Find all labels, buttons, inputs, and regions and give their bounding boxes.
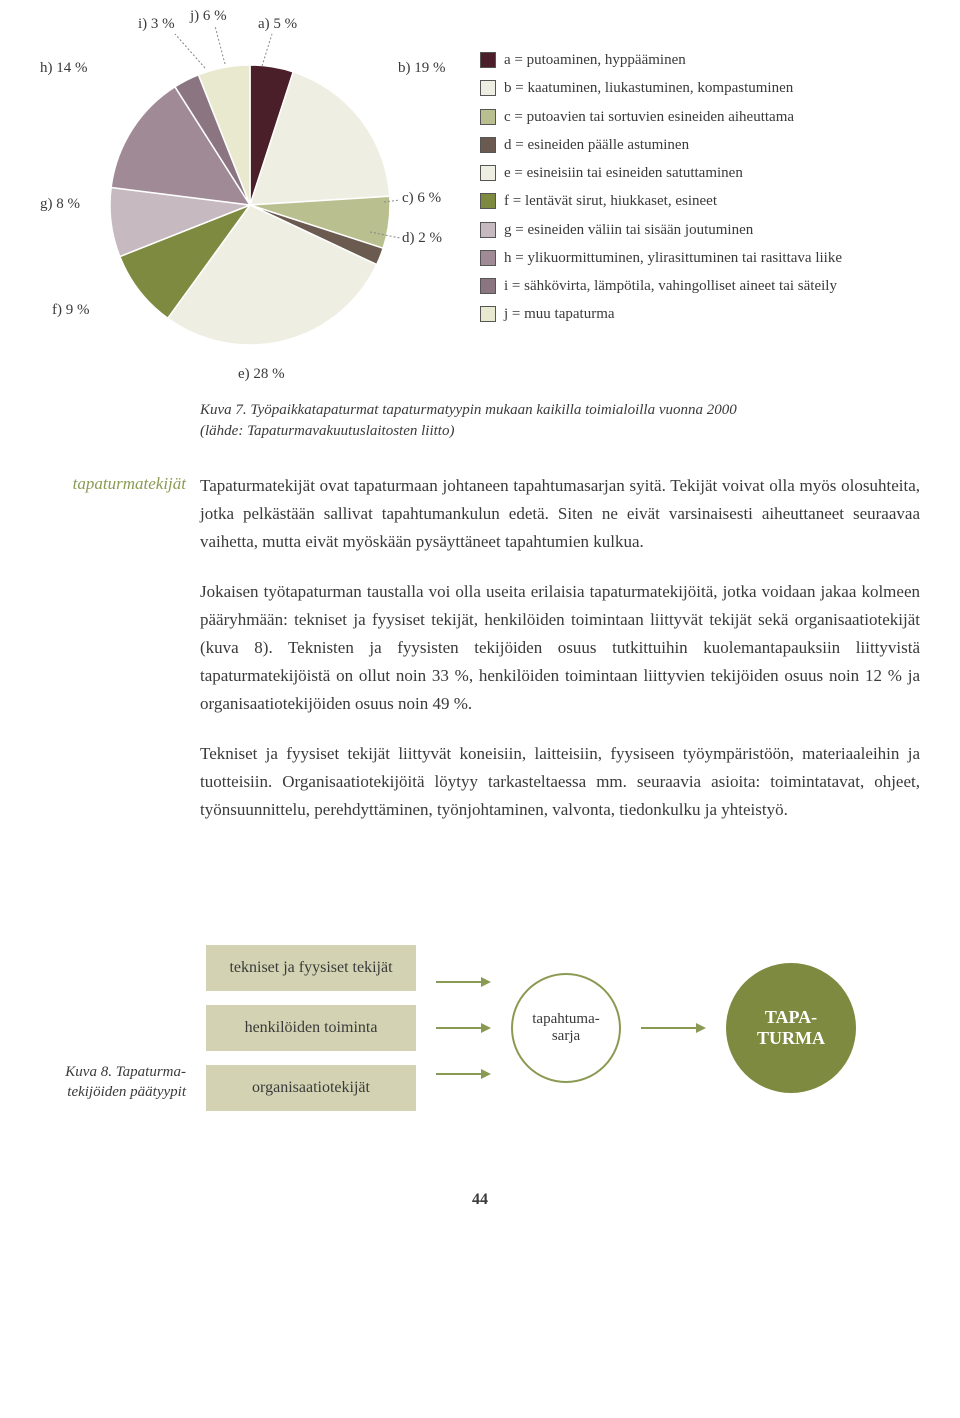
paragraph-3: Tekniset ja fyysiset tekijät liittyvät k… [200,740,920,824]
legend-text: h = ylikuormittuminen, ylirasittuminen t… [504,248,842,268]
legend-text: i = sähkövirta, lämpötila, vahingolliset… [504,276,837,296]
margin-label: tapaturmatekijät [40,472,186,556]
pie-leader [175,34,205,68]
pie-svg [40,20,460,390]
legend-row-3: d = esineiden päälle astuminen [480,135,920,155]
event-sequence-node: tapahtuma-sarja [511,973,621,1083]
legend-row-8: i = sähkövirta, lämpötila, vahingolliset… [480,276,920,296]
legend-swatch [480,137,496,153]
legend-row-6: g = esineiden väliin tai sisään joutumin… [480,220,920,240]
margin-spacer [40,740,186,824]
para-row-1: tapaturmatekijät Tapaturmatekijät ovat t… [40,472,920,556]
legend-row-7: h = ylikuormittuminen, ylirasittuminen t… [480,248,920,268]
pie-label-b: b) 19 % [398,60,446,77]
legend-swatch [480,193,496,209]
legend-swatch [480,109,496,125]
arrow-1 [436,975,491,989]
factor-boxes: tekniset ja fyysiset tekijät henkilöiden… [206,945,416,1111]
pie-label-g: g) 8 % [40,196,80,213]
para-row-2: Jokaisen työtapaturman taustalla voi oll… [40,578,920,718]
legend-row-0: a = putoaminen, hyppääminen [480,50,920,70]
paragraph-1: Tapaturmatekijät ovat tapaturmaan johtan… [200,472,920,556]
caption-line: Kuva 8. Tapaturma- [65,1064,186,1080]
caption-line: Kuva 7. Työpaikkatapaturmat tapaturmatyy… [200,402,737,418]
arrow-to-result [641,1021,706,1035]
legend-row-9: j = muu tapaturma [480,304,920,324]
figure-7-caption: Kuva 7. Työpaikkatapaturmat tapaturmatyy… [200,400,920,442]
legend-swatch [480,222,496,238]
legend-row-4: e = esineisiin tai esineiden satuttamine… [480,163,920,183]
legend-swatch [480,165,496,181]
chart-section: i) 3 % j) 6 % a) 5 % b) 19 % c) 6 % d) 2… [40,20,920,390]
pie-chart: i) 3 % j) 6 % a) 5 % b) 19 % c) 6 % d) 2… [40,20,460,390]
accident-node: TAPA-TURMA [726,963,856,1093]
figure-8-caption: Kuva 8. Tapaturma-tekijöiden päätyypit [40,1062,186,1111]
legend-row-2: c = putoavien tai sortuvien esineiden ai… [480,107,920,127]
caption-line: tekijöiden päätyypit [67,1084,186,1100]
legend-text: j = muu tapaturma [504,304,615,324]
legend-swatch [480,278,496,294]
legend-text: f = lentävät sirut, hiukkaset, esineet [504,191,717,211]
legend-swatch [480,52,496,68]
factor-box-1: tekniset ja fyysiset tekijät [206,945,416,991]
pie-legend: a = putoaminen, hyppääminen b = kaatumine… [480,20,920,390]
pie-label-i: i) 3 % [138,16,175,33]
legend-text: c = putoavien tai sortuvien esineiden ai… [504,107,794,127]
legend-text: d = esineiden päälle astuminen [504,135,689,155]
pie-label-e: e) 28 % [238,366,285,383]
caption-line: (lähde: Tapaturmavakuutuslaitosten liitt… [200,423,454,439]
pie-label-h: h) 14 % [40,60,88,77]
pie-label-d: d) 2 % [402,230,442,247]
factor-box-3: organisaatiotekijät [206,1065,416,1111]
legend-text: e = esineisiin tai esineiden satuttamine… [504,163,743,183]
legend-swatch [480,80,496,96]
paragraph-2: Jokaisen työtapaturman taustalla voi oll… [200,578,920,718]
factor-box-2: henkilöiden toiminta [206,1005,416,1051]
legend-text: a = putoaminen, hyppääminen [504,50,686,70]
pie-leader [215,26,225,64]
figure-8-diagram: Kuva 8. Tapaturma-tekijöiden päätyypit t… [40,945,920,1111]
arrow-icon [436,1067,491,1081]
legend-text: g = esineiden väliin tai sisään joutumin… [504,220,753,240]
legend-row-5: f = lentävät sirut, hiukkaset, esineet [480,191,920,211]
arrow-icon [641,1021,706,1035]
legend-swatch [480,250,496,266]
pie-label-c: c) 6 % [402,190,441,207]
legend-row-1: b = kaatuminen, liukastuminen, kompastum… [480,78,920,98]
pie-leader [262,34,272,66]
pie-label-j: j) 6 % [190,8,227,25]
arrow-2 [436,1021,491,1035]
margin-spacer [40,578,186,718]
arrows-to-circle1 [436,975,491,1081]
legend-swatch [480,306,496,322]
pie-label-f: f) 9 % [52,302,90,319]
legend-text: b = kaatuminen, liukastuminen, kompastum… [504,78,793,98]
pie-label-a: a) 5 % [258,16,297,33]
page-number: 44 [40,1191,920,1209]
arrow-icon [436,975,491,989]
arrow-3 [436,1067,491,1081]
arrow-icon [436,1021,491,1035]
para-row-3: Tekniset ja fyysiset tekijät liittyvät k… [40,740,920,824]
